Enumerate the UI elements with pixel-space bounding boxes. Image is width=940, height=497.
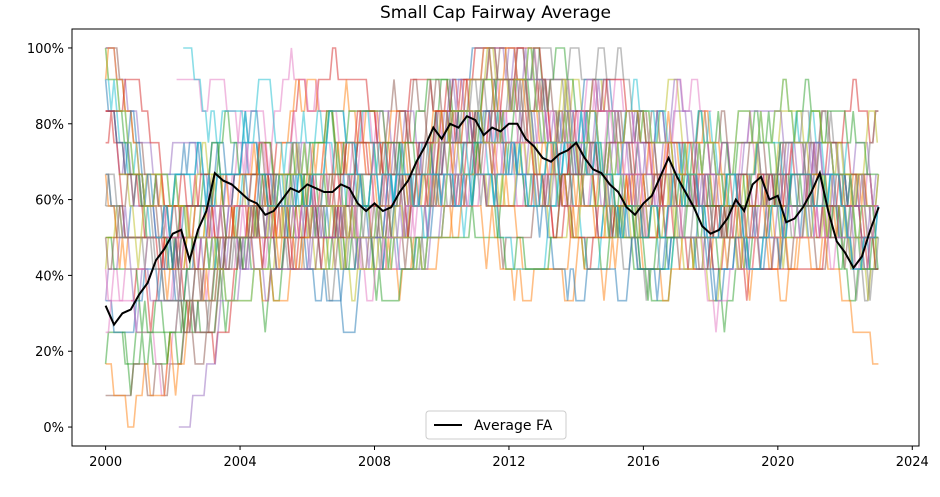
background-series-line (155, 110, 879, 270)
x-tick-label: 2012 (492, 455, 525, 470)
y-axis: 0% 20% 40% 60% 80% 100% (27, 42, 72, 436)
background-series-line (178, 78, 877, 428)
average-fa-line (104, 114, 880, 327)
x-tick-label: 2004 (224, 455, 257, 470)
y-tick-label: 80% (35, 118, 64, 133)
x-tick-label: 2024 (896, 455, 929, 470)
x-tick-label: 2000 (89, 455, 122, 470)
x-tick-label: 2016 (627, 455, 660, 470)
chart-title: Small Cap Fairway Average (380, 3, 611, 23)
average-series-group (104, 114, 880, 327)
x-tick-label: 2020 (761, 455, 794, 470)
y-tick-label: 100% (27, 42, 64, 57)
y-tick-label: 40% (35, 269, 64, 284)
y-tick-label: 20% (35, 345, 64, 360)
background-series-line (104, 47, 879, 302)
y-tick-label: 0% (43, 421, 64, 436)
background-series-line (105, 47, 880, 302)
x-axis: 2000 2004 2008 2012 2016 2020 2024 (89, 446, 929, 470)
y-tick-label: 60% (35, 194, 64, 209)
background-series-group (104, 47, 880, 428)
legend-box (425, 410, 567, 440)
legend: Average FA (425, 410, 567, 440)
x-tick-label: 2008 (358, 455, 391, 470)
plot-frame (71, 28, 920, 447)
legend-label-average-fa: Average FA (474, 418, 553, 434)
